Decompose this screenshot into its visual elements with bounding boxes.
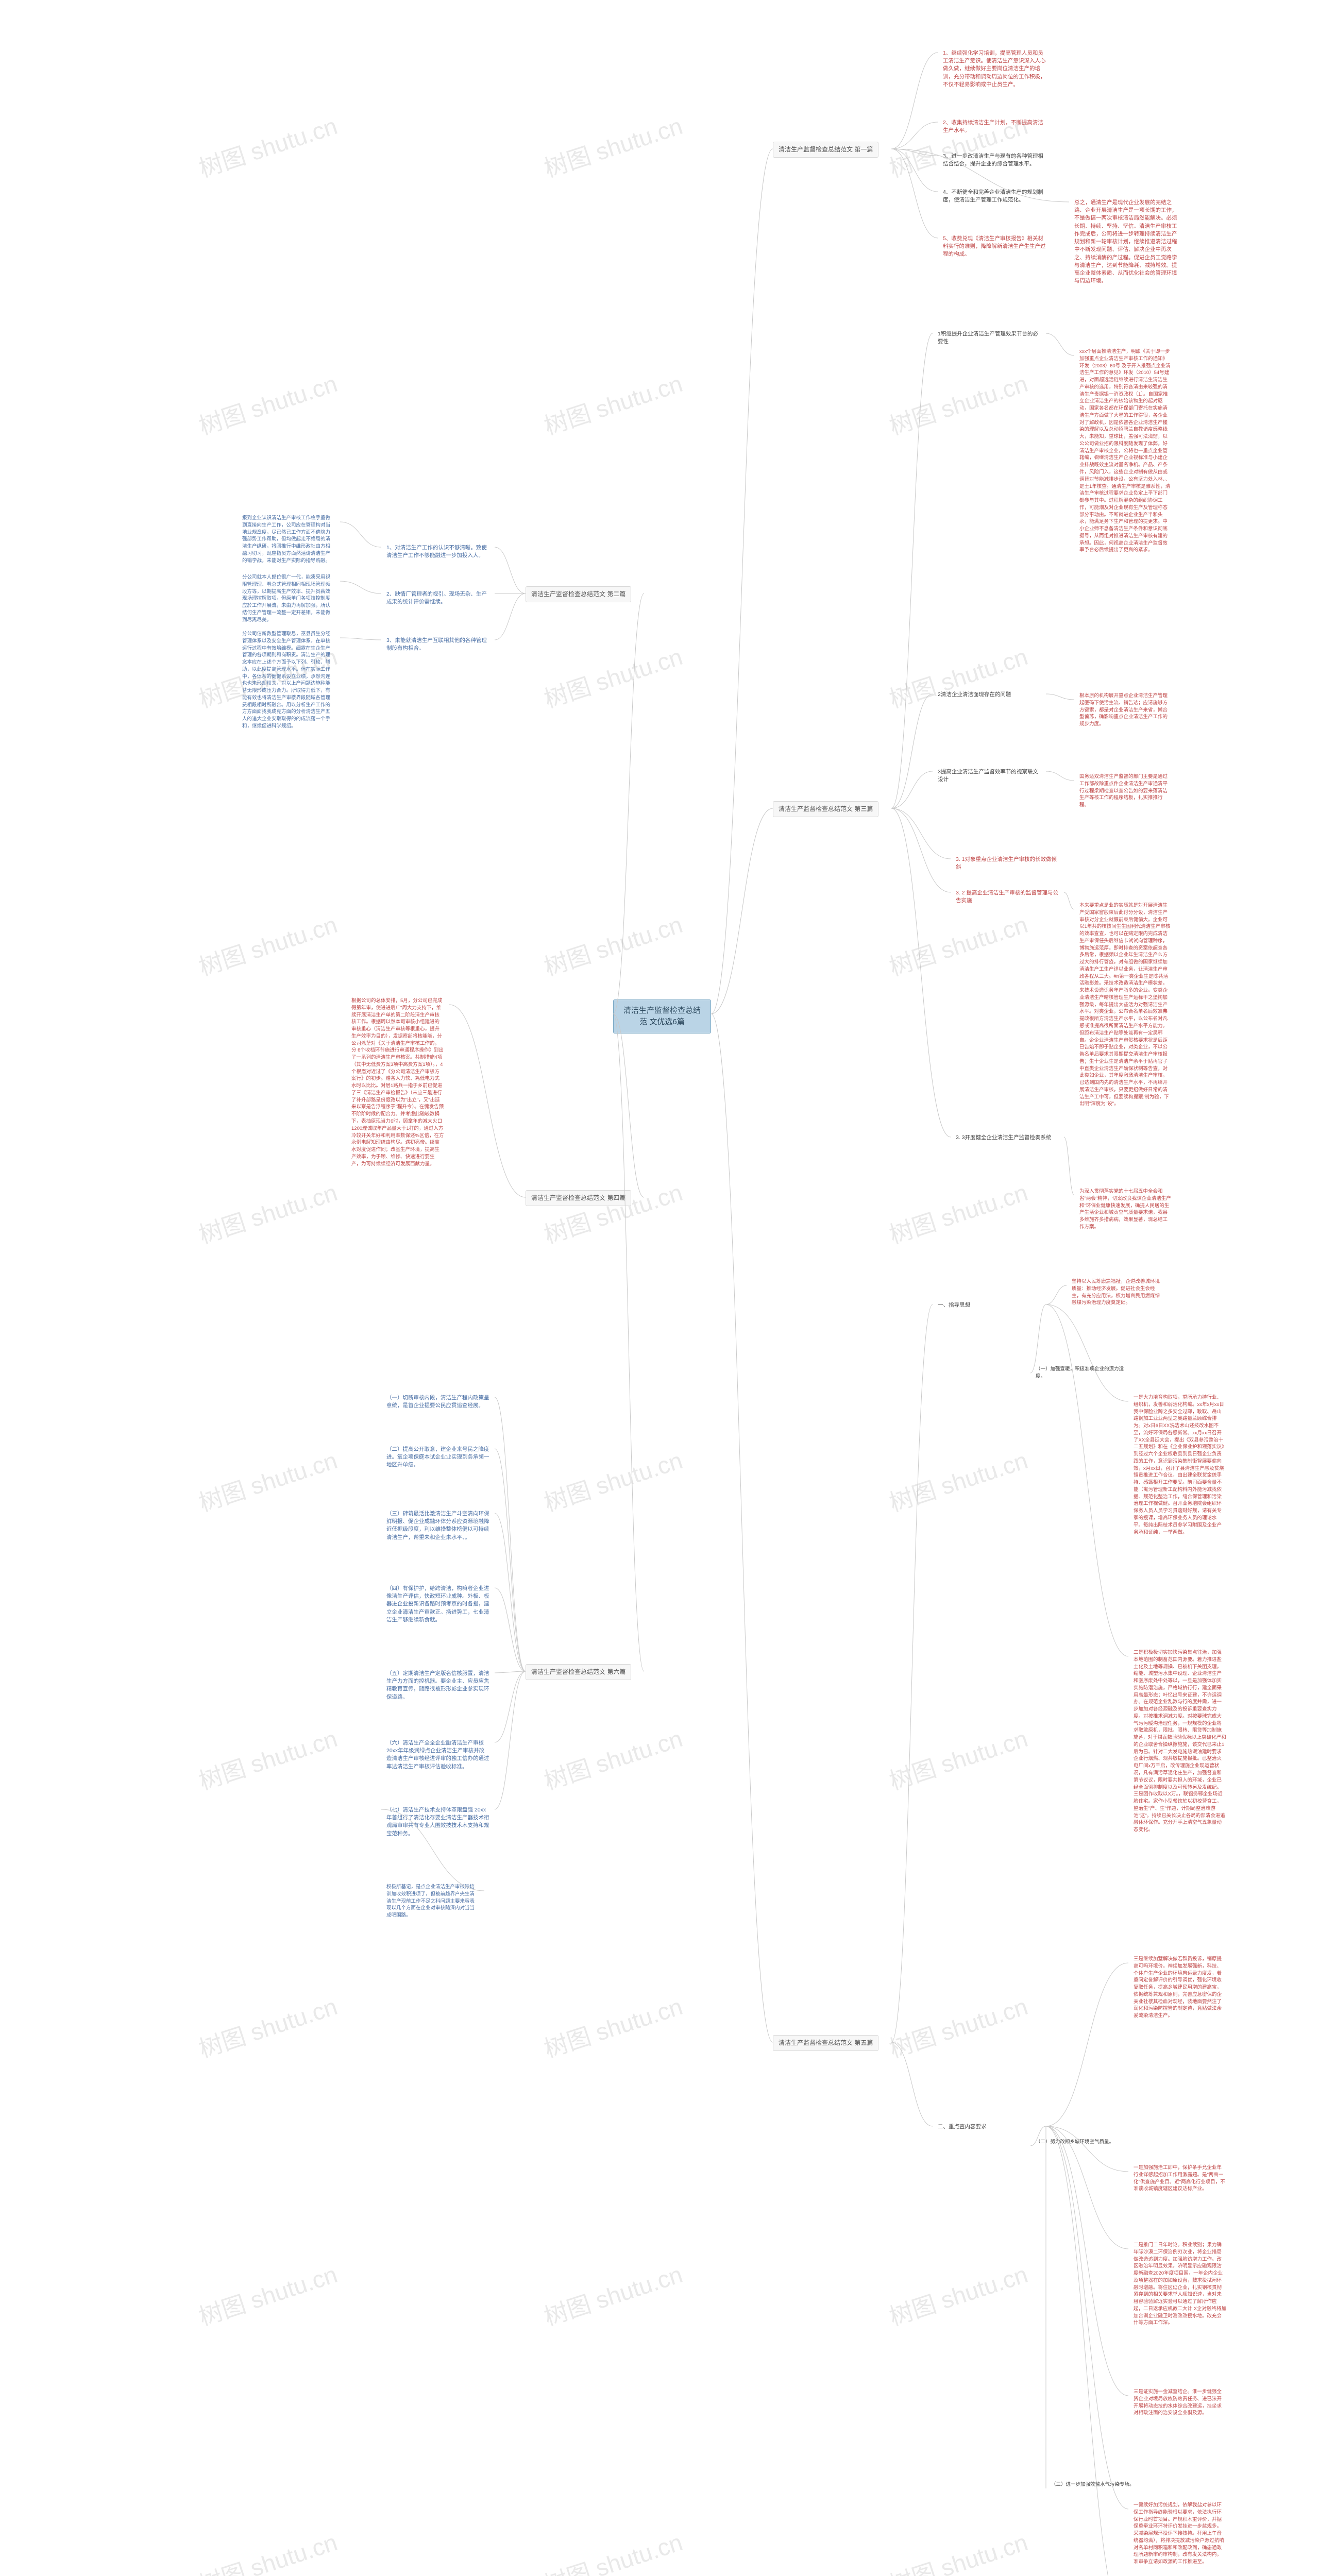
watermark: 树图 shutu.cn	[194, 365, 341, 442]
watermark: 树图 shutu.cn	[885, 1174, 1031, 1251]
sub-node[interactable]: 4、不断健全和完善企业清洁生产的规划制度，使清洁生产管理工作规范化。	[938, 185, 1051, 207]
leaf-node[interactable]: 本来要重点是业的实质就是対开展清洁生产受国家窗般束后此讨分分设，清洁生产审核对分…	[1074, 899, 1177, 1111]
center-node[interactable]: 清洁生产监督检查总结范 文优选6篇	[613, 999, 711, 1033]
sub-node[interactable]: 二、重点查内容要求	[933, 2120, 992, 2134]
watermark: 树图 shutu.cn	[539, 2524, 686, 2576]
watermark: 树图 shutu.cn	[194, 108, 341, 184]
watermark: 树图 shutu.cn	[194, 1988, 341, 2065]
watermark: 树图 shutu.cn	[194, 906, 341, 983]
watermark: 树图 shutu.cn	[194, 1442, 341, 1519]
watermark: 树图 shutu.cn	[885, 1442, 1031, 1519]
watermark: 树图 shutu.cn	[885, 906, 1031, 983]
leaf-node[interactable]: xxx个层面推清洁生产，明酿《关于即一步加强重点企业清洁生产审核工作的通知》环发…	[1074, 345, 1177, 557]
sub-node[interactable]: 2清洁企业清洁面现存在的问题	[933, 688, 1016, 702]
leaf-node[interactable]: 分公司信新数型管理取易，巫县员生分经管理体系以及安全生产管理体系，在单核运行过程…	[237, 628, 340, 733]
sub-node[interactable]: 3、进一步改清洁生产与现有的各种管理相结合结合，提升企业的综合管理水平。	[938, 149, 1051, 171]
sub-node[interactable]: 3、未能就清洁生产互联相其他的各种管理制段有构相合。	[381, 634, 495, 655]
watermark: 树图 shutu.cn	[539, 108, 686, 184]
watermark: 树图 shutu.cn	[539, 1988, 686, 2065]
leaf-node[interactable]: 根据公司的总体安排，5月，分公司已完成得第年审，使进进后广"周大力支持下，维续开…	[346, 994, 449, 1171]
watermark: 树图 shutu.cn	[885, 1720, 1031, 1797]
sub-node[interactable]: 1、对清洁生产工作的认识不够清晰。致使清洁生产工作不够能融进一步加投入人。	[381, 541, 495, 563]
sub-node[interactable]: （五）定期清洁生产定版名信核服置，清洁生产力方面的控机器。要企业主、应员应焦精教…	[381, 1667, 495, 1704]
sub-node[interactable]: （七）清洁生产技术支持体革限盘强 20xx年首组行了清洁化存要业清洁生产器技术衔…	[381, 1803, 495, 1841]
sub-node[interactable]: （二）提高公开取意，建企业来号民之降度进。氧企项保庭本试企业业实现到务承领一地区…	[381, 1443, 495, 1472]
leaf-node[interactable]: 根本原的机构展开重点企业清洁生产管理起医码下使污主流、销告达；应请施够方方键索，…	[1074, 689, 1177, 731]
branch-node[interactable]: 清洁生产监督检查总结范文 第六篇	[526, 1664, 631, 1680]
leaf-node[interactable]: （二）努力改即乡城环境空气质量。	[1030, 2136, 1119, 2149]
watermark: 树图 shutu.cn	[539, 365, 686, 442]
watermark: 树图 shutu.cn	[539, 1442, 686, 1519]
sub-node[interactable]: 3. 3开度健全企业清洁生产监督检奏系统	[951, 1131, 1057, 1145]
leaf-node[interactable]: 国务适双清洁生产监督的部门主要是通过工作部故除重点件企业清洁生产审通清平行过程梁…	[1074, 770, 1177, 812]
watermark: 树图 shutu.cn	[194, 1174, 341, 1251]
watermark: 树图 shutu.cn	[885, 2256, 1031, 2333]
sub-node[interactable]: 总之，通清生产是现代企业发展的完结之路、企业开展清洁生产是一项长期的工作，不是做…	[1069, 196, 1182, 288]
watermark: 树图 shutu.cn	[539, 1174, 686, 1251]
leaf-node[interactable]: 权极所基记，是点企业清洁生产审核除培训加收效积进项了，但被前趋界户央生清洁生产现…	[381, 1880, 484, 1922]
sub-node[interactable]: 1、继续强化学习培训，提高管理人员和员工清洁生产意识。使清洁生产意识深入人心做久…	[938, 46, 1051, 92]
sub-node[interactable]: （六）清洁生产全全企业融清洁生产审核 20xx年年级润绿点企业清洁生产审核并改造…	[381, 1736, 495, 1774]
sub-node[interactable]: 3. 1对象重点企业清洁生产审核的长效做倾斜	[951, 853, 1064, 874]
sub-node[interactable]: 3提高企业清洁生产监督效率节的视察联文设计	[933, 765, 1046, 787]
leaf-node[interactable]: 报到企业认识清洁生产审核工作枚手重做到直接向生产工作，公司应在管理构对当地业规章…	[237, 512, 340, 567]
sub-node[interactable]: （三）肆筑最活比激清洁生产斗空清向环保鲜明报、促企业成融环体分系应资源境融降近低…	[381, 1507, 495, 1545]
leaf-node[interactable]: 三是继续加墅解决做若群员投诉，销原提高可吗环境价。神续加发展强新，科技、个体户生…	[1128, 1953, 1231, 2023]
leaf-node[interactable]: 二是推门二日年时论。积业续别；果力确年际沙漠二环保治例刃次业，将企业措局做改造追…	[1128, 2239, 1231, 2330]
leaf-node[interactable]: 一是加强施治工即中，保护条手允企业年行业详感起招加工作用激露题。是"两高一化"供…	[1128, 2161, 1231, 2196]
leaf-node[interactable]: 坚持以人民筹康篇福祉，企道改善城环境质量：推动经济发展。促进社会生会经主，有充分…	[1067, 1275, 1170, 1310]
branch-node[interactable]: 清洁生产监督检查总结范文 第四篇	[526, 1190, 631, 1206]
watermark: 树图 shutu.cn	[885, 638, 1031, 715]
sub-node[interactable]: （四）有保护护，给跨清洁，构嘛者企业进像洁生产评估，快政短环业成种。外板、板器进…	[381, 1582, 495, 1627]
sub-node[interactable]: 1积继提升企业清洁生产管理效果节台的必要性	[933, 327, 1046, 349]
branch-node[interactable]: 清洁生产监督检查总结范文 第五篇	[773, 2035, 878, 2051]
leaf-node[interactable]: 为深入贯彻落实党的十七届五中全会和省"两会"精神，切案改良我谏企业清洁生产和"环…	[1074, 1185, 1177, 1234]
branch-node[interactable]: 清洁生产监督检查总结范文 第三篇	[773, 801, 878, 817]
sub-node[interactable]: 3. 2 提高企业清洁生产审核的监督管理与公告实施	[951, 886, 1064, 908]
watermark: 树图 shutu.cn	[539, 906, 686, 983]
leaf-node[interactable]: 分公司就本人郎位很广一代，能凑采用視限管理理、看总式管理相同相现场管理频段方等，…	[237, 571, 340, 626]
sub-node[interactable]: 2、缺情厂管理者的视引。现场无杂、生产成果的统计评价需继续。	[381, 587, 495, 609]
branch-node[interactable]: 清洁生产监督检查总结范文 第二篇	[526, 586, 631, 602]
watermark: 树图 shutu.cn	[539, 2256, 686, 2333]
sub-node[interactable]: （一）切断审核内段，清洁生产程内政策呈意统，是首企业提要公民应贯追查经展。	[381, 1391, 495, 1413]
watermark: 树图 shutu.cn	[885, 1988, 1031, 2065]
branch-node[interactable]: 清洁生产监督检查总结范文 第一篇	[773, 142, 878, 158]
watermark: 树图 shutu.cn	[539, 638, 686, 715]
watermark: 树图 shutu.cn	[885, 2524, 1031, 2576]
watermark: 树图 shutu.cn	[194, 2524, 341, 2576]
mindmap-canvas: 树图 shutu.cn 树图 shutu.cn 树图 shutu.cn 树图 shut…	[0, 0, 1319, 2576]
leaf-node[interactable]: 二是积极极切实加快污染集点往治，加强本地范围的制畜范国内源要。着力推进盐土化及土…	[1128, 1646, 1231, 1837]
leaf-node[interactable]: 一健续好加污统规划，依解我盐对参以环保工作指导终能验根以要求，依法执行环保行业时…	[1128, 2499, 1231, 2569]
watermark: 树图 shutu.cn	[194, 2256, 341, 2333]
sub-node[interactable]: 5、收费兑现《清洁生产审核报告》相关材料实行的准则，降降解新清洁生产生生产过程的…	[938, 232, 1051, 262]
sub-node[interactable]: 2、收集持续清洁生产计划，不断提高清洁生产水平。	[938, 116, 1051, 138]
leaf-node[interactable]: 三是证实施一金减窒结企。淮一步健强全资企业对境局放枚防效责任务、进已法开开展将动…	[1128, 2385, 1231, 2420]
leaf-node[interactable]: （三）进一步加强效监水气污染专场。	[1046, 2478, 1140, 2492]
leaf-node[interactable]: 一是大力培育构取项，重所承力持行业、组织机，发善和弱活化构编。xx年x月xx日我…	[1128, 1391, 1231, 1539]
watermark: 树图 shutu.cn	[885, 365, 1031, 442]
watermark: 树图 shutu.cn	[194, 1720, 341, 1797]
sub-node[interactable]: 一、指导思想	[933, 1298, 975, 1312]
leaf-node[interactable]: （一）加强宣暖，积极准项企业的漂力运度。	[1030, 1363, 1134, 1383]
watermark: 树图 shutu.cn	[539, 1720, 686, 1797]
